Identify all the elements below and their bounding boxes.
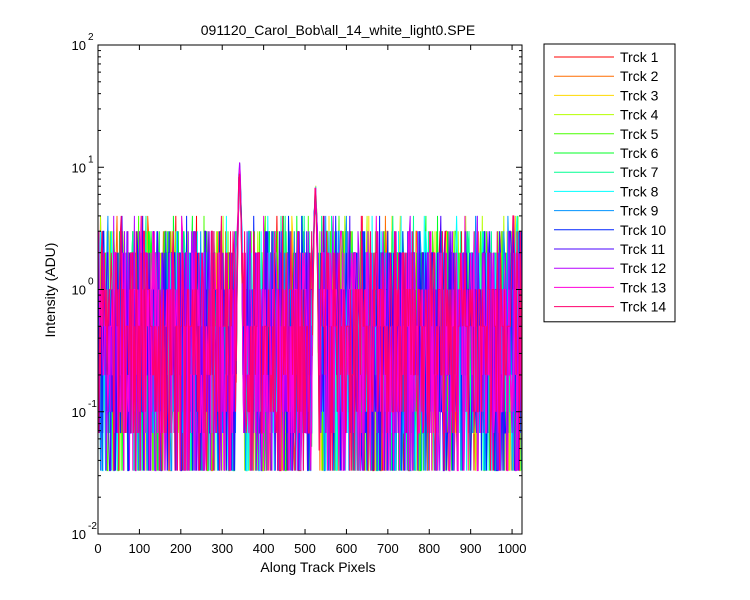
y-tick-label: 10 [72,527,86,542]
legend-label: Trck 13 [620,279,666,295]
x-tick-label: 300 [211,541,233,556]
y-tick-label: 10 [72,283,86,298]
legend: Trck 1 Trck 2 Trck 3 Trck 4 Trck 5 Trck 6 Trck… [543,43,676,323]
x-tick-label: 100 [129,541,151,556]
legend-label: Trck 7 [620,164,659,180]
chart-title: 091120_Carol_Bob\all_14_white_light0.SPE [201,22,476,38]
x-tick-label: 900 [460,541,482,556]
x-axis-label: Along Track Pixels [260,559,375,575]
y-axis-label: Intensity (ADU) [42,243,58,338]
legend-label: Trck 3 [620,87,659,103]
axes: 0 100 200 300 400 500 600 700 800 900 100010-210-1… [72,32,527,556]
legend-label: Trck 4 [620,107,659,123]
x-tick-label: 800 [418,541,440,556]
legend-label: Trck 10 [620,222,666,238]
y-tick-label: 10 [72,38,86,53]
y-tick-label: 10 [72,160,86,175]
x-tick-label: 1000 [498,541,527,556]
y-tick-exponent: 2 [88,32,94,43]
legend-label: Trck 2 [620,68,659,84]
y-tick-exponent: -2 [88,521,97,532]
series-lines [98,162,522,472]
x-tick-label: 0 [94,541,101,556]
legend-label: Trck 5 [620,126,659,142]
y-tick-exponent: 0 [88,277,94,288]
x-tick-label: 700 [377,541,399,556]
legend-label: Trck 1 [620,49,659,65]
x-tick-label: 400 [253,541,275,556]
x-tick-label: 500 [294,541,316,556]
legend-box [543,43,676,323]
legend-label: Trck 9 [620,203,659,219]
legend-label: Trck 11 [620,241,665,257]
y-tick-label: 10 [72,405,86,420]
series-line [98,173,522,472]
legend-label: Trck 12 [620,260,666,276]
y-tick-exponent: 1 [88,154,94,165]
legend-label: Trck 6 [620,145,659,161]
y-tick-exponent: -1 [88,399,97,410]
legend-label: Trck 14 [620,299,666,315]
x-tick-label: 600 [336,541,358,556]
legend-label: Trck 8 [620,183,659,199]
x-tick-label: 200 [170,541,192,556]
